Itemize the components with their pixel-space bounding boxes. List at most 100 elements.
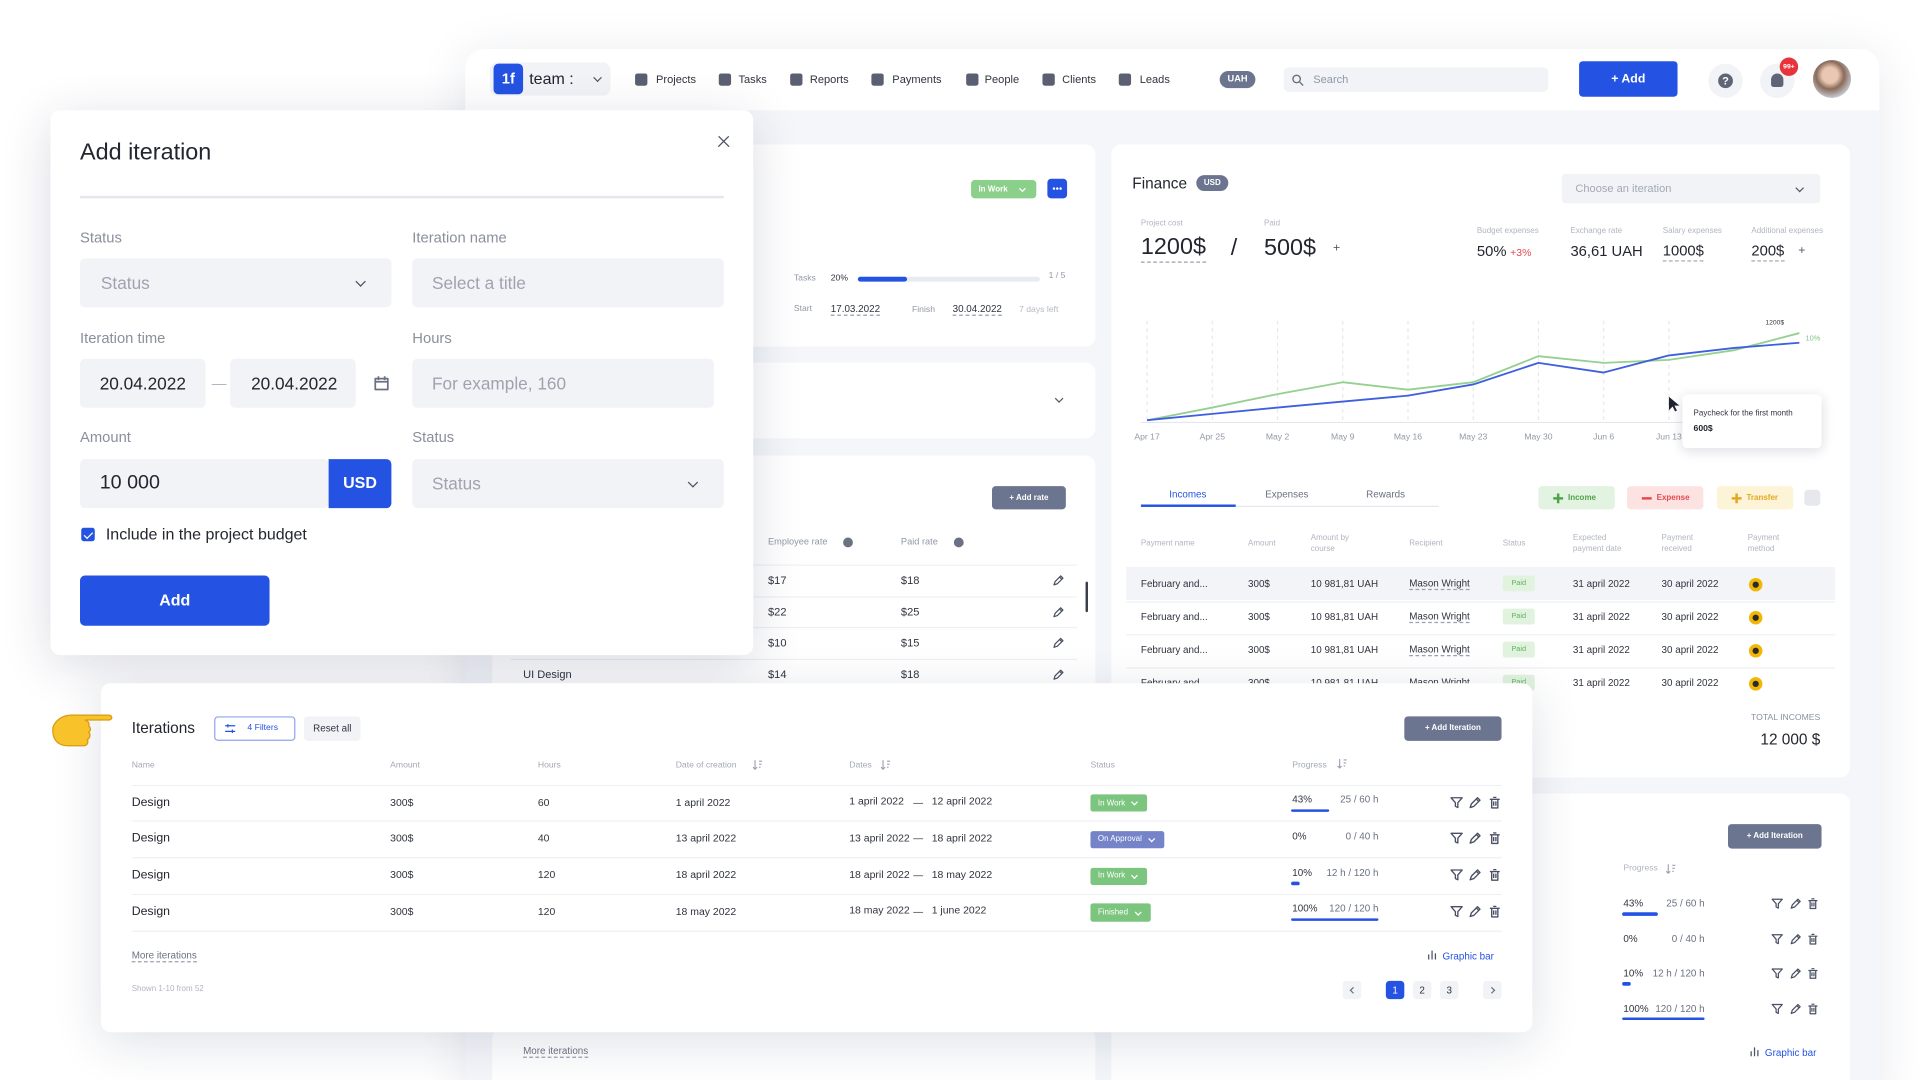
add-additional[interactable]: +	[1798, 243, 1806, 258]
filter-icon[interactable]	[1450, 832, 1464, 845]
nav-item[interactable]: Leads	[1139, 73, 1170, 86]
currency-pill[interactable]	[1219, 71, 1256, 89]
add-rate-button[interactable]	[992, 486, 1066, 510]
nav-item[interactable]: Payments	[892, 73, 942, 86]
nav-item[interactable]: Projects	[656, 73, 697, 86]
nav-item[interactable]: People	[984, 73, 1020, 86]
page-button[interactable]	[1440, 980, 1459, 1000]
delete-icon[interactable]	[1807, 898, 1819, 910]
filter-icon[interactable]	[1771, 1002, 1783, 1014]
graphic-bar-icon[interactable]	[1749, 1046, 1761, 1058]
settings-button[interactable]	[1804, 489, 1821, 506]
filter-icon[interactable]	[1450, 795, 1464, 808]
nav-item[interactable]: Clients	[1062, 73, 1097, 86]
progress-text: 0 / 40 h	[1671, 932, 1705, 944]
status-pill[interactable]: On Approval	[1090, 830, 1165, 849]
filters-button[interactable]	[214, 716, 296, 741]
graphic-bar-link[interactable]: Graphic bar	[1764, 1047, 1817, 1059]
date-to-input[interactable]	[230, 358, 356, 408]
edit-icon[interactable]	[1790, 1002, 1802, 1014]
avatar[interactable]	[1812, 60, 1852, 98]
filters-icon[interactable]	[224, 722, 236, 734]
tab[interactable]: Rewards	[1366, 489, 1406, 501]
delete-icon[interactable]	[1488, 868, 1502, 881]
add-iteration-button[interactable]	[1404, 716, 1502, 741]
filter-icon[interactable]	[1771, 898, 1783, 910]
tab[interactable]: Expenses	[1265, 489, 1309, 501]
metric-label: Salary expenses	[1662, 226, 1722, 236]
filter-icon[interactable]	[1450, 905, 1464, 918]
iteration-amount: 300$	[390, 795, 414, 808]
iteration-select[interactable]	[1561, 173, 1821, 204]
sort-icon[interactable]	[1337, 758, 1348, 769]
status-pill[interactable]: Finished	[1090, 903, 1151, 922]
sort-icon-shape	[1337, 758, 1347, 769]
delete-icon[interactable]	[1488, 832, 1502, 845]
action-button[interactable]	[1538, 486, 1615, 510]
status2-select[interactable]	[412, 459, 724, 509]
amount-input[interactable]	[80, 459, 329, 509]
nav-item[interactable]: Reports	[809, 73, 849, 86]
prev-page[interactable]	[1342, 980, 1362, 1000]
table-header: Status	[1502, 539, 1526, 548]
edit-icon[interactable]	[1468, 868, 1482, 881]
calendar-icon[interactable]	[373, 375, 390, 392]
delete-icon-shape	[1808, 1002, 1818, 1014]
action-button[interactable]	[1716, 486, 1794, 510]
sort-icon[interactable]	[880, 759, 891, 770]
status-pill[interactable]	[971, 180, 1037, 199]
sort-icon[interactable]	[1665, 863, 1676, 874]
delete-icon[interactable]	[1807, 1002, 1819, 1014]
status-pill[interactable]: In Work	[1090, 794, 1148, 813]
edit-icon[interactable]	[1052, 669, 1064, 681]
hours-input[interactable]	[412, 358, 714, 408]
page-button[interactable]	[1385, 980, 1405, 1000]
table-cell: 10 981,81 UAH	[1311, 678, 1378, 689]
status-pill[interactable]: In Work	[1090, 867, 1148, 886]
edit-icon[interactable]	[1052, 637, 1064, 649]
page-button[interactable]	[1412, 980, 1432, 1000]
more-iterations-link[interactable]: More iterations	[131, 950, 197, 963]
more-iterations-link[interactable]: More iterations	[523, 1045, 589, 1059]
graphic-bar-link[interactable]: Graphic bar	[1442, 950, 1494, 962]
add-button[interactable]	[1579, 61, 1678, 97]
progress-fill	[1291, 918, 1379, 922]
edit-icon[interactable]	[1468, 795, 1482, 808]
next-page[interactable]	[1483, 980, 1502, 1000]
edit-icon[interactable]	[1790, 967, 1802, 979]
reset-button[interactable]	[304, 716, 361, 741]
checkbox[interactable]	[81, 527, 95, 542]
currency-button[interactable]	[328, 459, 392, 509]
nav-item[interactable]: Tasks	[738, 73, 767, 86]
delete-icon-shape	[1489, 832, 1500, 845]
filter-icon[interactable]	[1450, 868, 1464, 881]
sort-icon[interactable]	[752, 759, 763, 770]
tab[interactable]: Incomes	[1169, 489, 1207, 501]
delete-icon[interactable]	[1488, 905, 1502, 918]
add-iteration-button[interactable]	[1728, 824, 1822, 849]
more-dots	[1052, 187, 1063, 190]
delete-icon[interactable]	[1807, 967, 1819, 979]
edit-icon[interactable]	[1052, 574, 1064, 586]
edit-icon[interactable]	[1052, 606, 1064, 618]
metric-label: Additional expenses	[1751, 226, 1824, 236]
date-from-input[interactable]	[80, 358, 206, 408]
iteration-end: 18 april 2022	[931, 831, 993, 844]
edit-icon[interactable]	[1790, 898, 1802, 910]
search-icon[interactable]	[1291, 73, 1305, 86]
search-box[interactable]	[1283, 67, 1549, 92]
filter-icon[interactable]	[1771, 967, 1783, 979]
submit-button[interactable]	[80, 575, 270, 626]
status-select[interactable]	[80, 258, 392, 308]
delete-icon[interactable]	[1807, 932, 1819, 944]
action-button[interactable]	[1627, 486, 1704, 510]
filter-icon[interactable]	[1771, 932, 1783, 944]
graphic-bar-icon[interactable]	[1426, 949, 1438, 961]
edit-icon[interactable]	[1468, 832, 1482, 845]
employee-rate: $17	[768, 574, 787, 587]
delete-icon[interactable]	[1488, 795, 1502, 808]
name-input[interactable]	[412, 258, 724, 308]
edit-icon[interactable]	[1468, 905, 1482, 918]
edit-icon[interactable]	[1790, 932, 1802, 944]
add-paid[interactable]: +	[1333, 241, 1341, 256]
